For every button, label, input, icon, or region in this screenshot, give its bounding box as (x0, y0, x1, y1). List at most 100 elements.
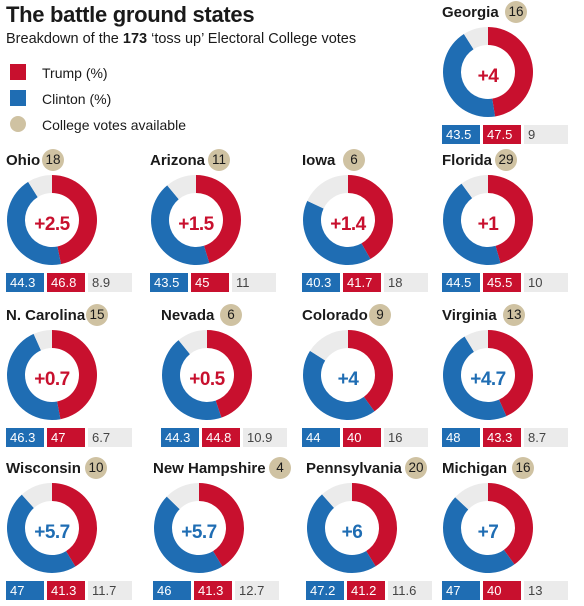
donut-segment-clinton (443, 497, 515, 573)
legend-swatch-trump (10, 64, 26, 80)
value-label-other: 9 (524, 125, 568, 144)
state-panel-florida: Florida 29 +1 44.5 45.5 10 (442, 149, 572, 294)
donut-segment-trump (488, 483, 533, 565)
state-name: Colorado (302, 307, 368, 324)
college-votes-badge: 9 (369, 304, 391, 326)
lead-margin-label: +0.7 (34, 369, 70, 390)
college-votes-badge: 4 (269, 457, 291, 479)
donut-segment-other (167, 175, 196, 200)
value-label-other: 13 (524, 581, 568, 600)
state-panel-arizona: Arizona 11 +1.5 43.5 45 11 (150, 149, 280, 294)
state-name: N. Carolina (6, 307, 86, 324)
lead-margin-label: +6 (341, 522, 363, 543)
value-label-clinton: 43.5 (442, 125, 480, 144)
state-name: Iowa (302, 152, 336, 169)
value-label-clinton: 46 (153, 581, 191, 600)
subtitle-number: 173 (122, 31, 148, 47)
donut-segment-other (322, 483, 352, 508)
donut-segment-clinton (7, 333, 61, 420)
donut-segment-trump (488, 330, 533, 417)
lead-margin-label: +1 (477, 214, 499, 235)
chart-subtitle: Breakdown of the 173 ‘toss up’ Electoral… (6, 31, 356, 47)
donut-segment-clinton (443, 34, 496, 117)
state-name: Michigan (442, 460, 508, 477)
donut-segment-clinton (154, 496, 223, 573)
donut-segment-trump (207, 330, 252, 418)
lead-margin-label: +4 (337, 369, 359, 390)
donut-chart (7, 330, 97, 420)
state-panel-new-hampshire: New Hampshire 4 +5.7 46 41.3 12.7 (153, 457, 291, 602)
value-label-trump: 41.3 (47, 581, 85, 600)
donut-chart (6, 175, 97, 265)
value-label-other: 11.7 (88, 581, 132, 600)
value-label-other: 18 (384, 273, 428, 292)
value-label-clinton: 44.3 (161, 428, 199, 447)
donut-segment-other (464, 330, 488, 352)
donut-segment-trump (52, 330, 97, 420)
state-panel-wisconsin: Wisconsin 10 +5.7 47 41.3 11.7 (6, 457, 136, 602)
lead-margin-label: +5.7 (181, 522, 217, 543)
college-votes-badge: 10 (85, 457, 107, 479)
donut-chart (154, 483, 244, 573)
donut-segment-trump (348, 175, 393, 260)
value-label-other: 11.6 (388, 581, 432, 600)
state-name: Arizona (150, 152, 206, 169)
lead-margin-label: +5.7 (34, 522, 70, 543)
donut-chart (443, 330, 533, 420)
legend-label-trump: Trump (%) (42, 65, 108, 81)
state-name: Florida (442, 152, 493, 169)
state-name: Nevada (161, 307, 215, 324)
value-label-clinton: 47 (6, 581, 44, 600)
donut-segment-other (463, 27, 488, 50)
donut-chart (151, 175, 241, 265)
state-name: Ohio (6, 152, 41, 169)
lead-margin-label: +7 (477, 522, 499, 543)
donut-segment-other (28, 175, 52, 198)
donut-segment-other (461, 175, 488, 199)
state-panel-virginia: Virginia 13 +4.7 48 43.3 8.7 (442, 304, 572, 449)
value-label-other: 12.7 (235, 581, 279, 600)
lead-margin-label: +1.5 (178, 214, 214, 235)
subtitle-pre: Breakdown of the (6, 31, 123, 47)
donut-segment-other (307, 175, 348, 209)
value-label-trump: 45 (191, 273, 229, 292)
state-name: New Hampshire (153, 460, 266, 477)
college-votes-badge: 13 (503, 304, 525, 326)
value-label-trump: 45.5 (483, 273, 521, 292)
donut-chart (443, 27, 533, 117)
donut-segment-trump (352, 483, 397, 567)
college-votes-badge: 20 (405, 457, 427, 479)
value-label-trump: 46.8 (47, 273, 85, 292)
value-label-clinton: 44.3 (6, 273, 44, 292)
donut-segment-trump (52, 175, 97, 265)
value-label-trump: 40 (483, 581, 521, 600)
donut-segment-other (455, 483, 488, 510)
donut-chart (442, 175, 533, 265)
lead-margin-label: +0.5 (189, 369, 225, 390)
donut-segment-trump (52, 483, 97, 567)
legend-swatch-clinton (10, 90, 26, 106)
legend-label-clinton: Clinton (%) (42, 91, 112, 107)
value-label-other: 16 (384, 428, 428, 447)
donut-segment-clinton (303, 350, 375, 420)
value-label-clinton: 43.5 (150, 273, 188, 292)
value-label-trump: 43.3 (483, 428, 521, 447)
college-votes-badge: 29 (495, 149, 517, 171)
state-panel-georgia: Georgia 16 +4 43.5 47.5 9 (442, 1, 572, 146)
state-panel-ohio: Ohio 18 +2.5 44.3 46.8 8.9 (6, 149, 136, 294)
state-panel-nevada: Nevada 6 +0.5 44.3 44.8 10.9 (161, 304, 291, 449)
legend-swatch-votes (10, 116, 26, 132)
donut-segment-clinton (442, 183, 501, 265)
state-name: Wisconsin (6, 460, 81, 477)
college-votes-badge: 15 (86, 304, 108, 326)
donut-segment-clinton (303, 200, 371, 265)
donut-segment-other (33, 330, 52, 351)
donut-segment-trump (196, 175, 241, 263)
state-panel-michigan: Michigan 16 +7 47 40 13 (442, 457, 572, 602)
state-panel-pennsylvania: Pennsylvania 20 +6 47.2 41.2 11.6 (306, 457, 436, 602)
value-label-other: 10 (524, 273, 568, 292)
value-label-trump: 41.7 (343, 273, 381, 292)
donut-segment-clinton (6, 181, 61, 265)
value-label-other: 11 (232, 273, 276, 292)
college-votes-badge: 6 (343, 149, 365, 171)
